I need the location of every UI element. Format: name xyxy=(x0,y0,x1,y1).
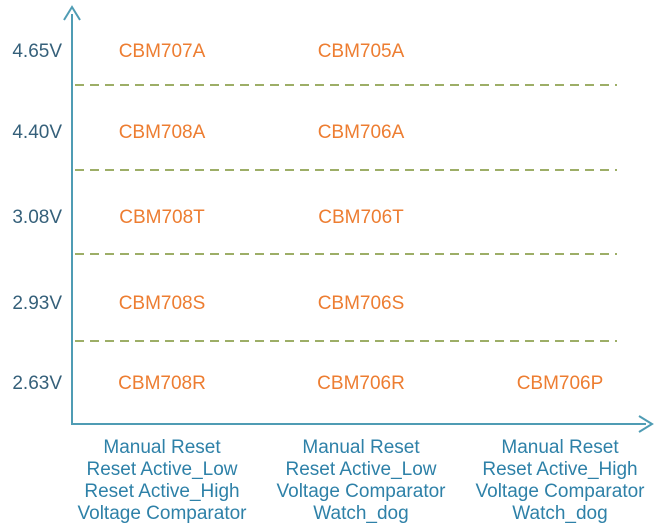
column-feature-list: Manual Reset Reset Active_High Voltage Com… xyxy=(476,437,645,525)
column-feature-list: Manual Reset Reset Active_Low Voltage Comp… xyxy=(277,437,446,525)
y-axis-tick-label: 2.63V xyxy=(12,373,62,394)
part-number-label: CBM708T xyxy=(119,207,205,228)
feature-line: Reset Active_High xyxy=(482,459,638,480)
threshold-separator-line xyxy=(75,84,617,86)
feature-line: Reset Active_Low xyxy=(285,459,437,480)
feature-line: Manual Reset xyxy=(103,437,221,458)
part-number-label: CBM706S xyxy=(317,293,405,314)
part-number-label: CBM706P xyxy=(516,373,604,394)
feature-line: Watch_dog xyxy=(512,503,608,524)
part-number-label: CBM708R xyxy=(118,373,206,394)
y-axis-tick-label: 3.08V xyxy=(12,207,62,228)
part-number-label: CBM706A xyxy=(317,122,405,143)
threshold-separator-line xyxy=(75,340,617,342)
threshold-separator-line xyxy=(75,169,617,171)
feature-line: Manual Reset xyxy=(501,437,619,458)
part-number-label: CBM706R xyxy=(317,373,405,394)
feature-line: Voltage Comparator xyxy=(475,481,645,502)
part-number-label: CBM706T xyxy=(318,207,404,228)
y-axis-tick-label: 4.65V xyxy=(12,41,62,62)
y-axis-arrow-icon xyxy=(63,5,81,21)
feature-line: Voltage Comparator xyxy=(276,481,446,502)
part-number-label: CBM708A xyxy=(118,122,206,143)
feature-line: Watch_dog xyxy=(313,503,409,524)
x-axis-arrow-icon xyxy=(638,415,654,433)
column-feature-list: Manual Reset Reset Active_Low Reset Active… xyxy=(78,437,247,525)
threshold-separator-line xyxy=(75,253,617,255)
y-axis-tick-label: 4.40V xyxy=(12,122,62,143)
y-axis-tick-label: 2.93V xyxy=(12,293,62,314)
feature-line: Reset Active_High xyxy=(84,481,240,502)
part-number-label: CBM705A xyxy=(317,41,405,62)
feature-line: Manual Reset xyxy=(302,437,420,458)
part-number-label: CBM708S xyxy=(118,293,206,314)
feature-line: Reset Active_Low xyxy=(86,459,238,480)
part-number-label: CBM707A xyxy=(118,41,206,62)
feature-line: Voltage Comparator xyxy=(77,503,247,524)
